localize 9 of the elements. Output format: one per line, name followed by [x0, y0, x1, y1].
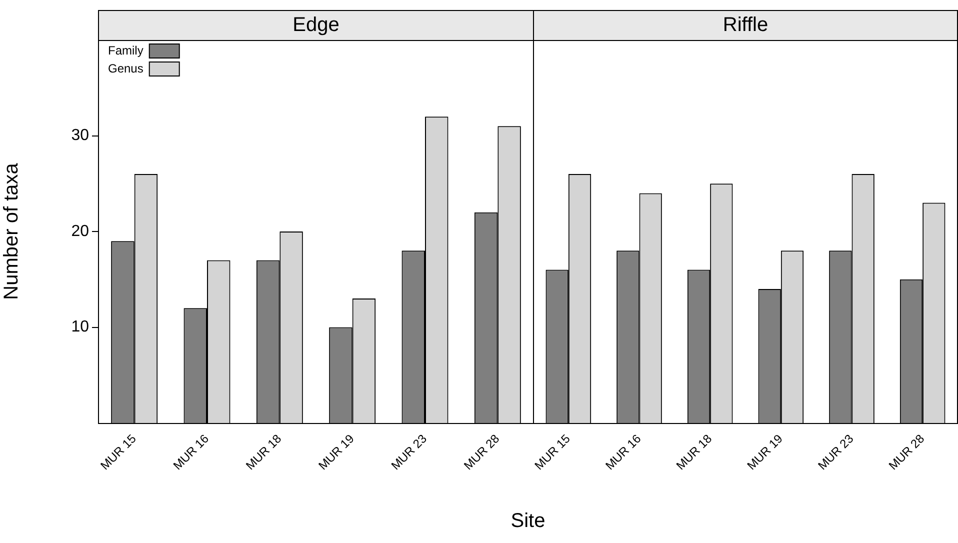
- y-axis-title: Number of taxa: [0, 162, 23, 300]
- y-tick-label: 10: [71, 318, 90, 336]
- y-tick-label: 30: [71, 127, 90, 144]
- y-tick-label: 20: [71, 222, 90, 240]
- chart-title: Edge: [98, 10, 534, 41]
- legend-label: Family: [108, 43, 144, 58]
- legend-label: Genus: [108, 61, 144, 76]
- x-axis-title: Site: [510, 510, 546, 533]
- chart-title: Riffle: [533, 10, 958, 41]
